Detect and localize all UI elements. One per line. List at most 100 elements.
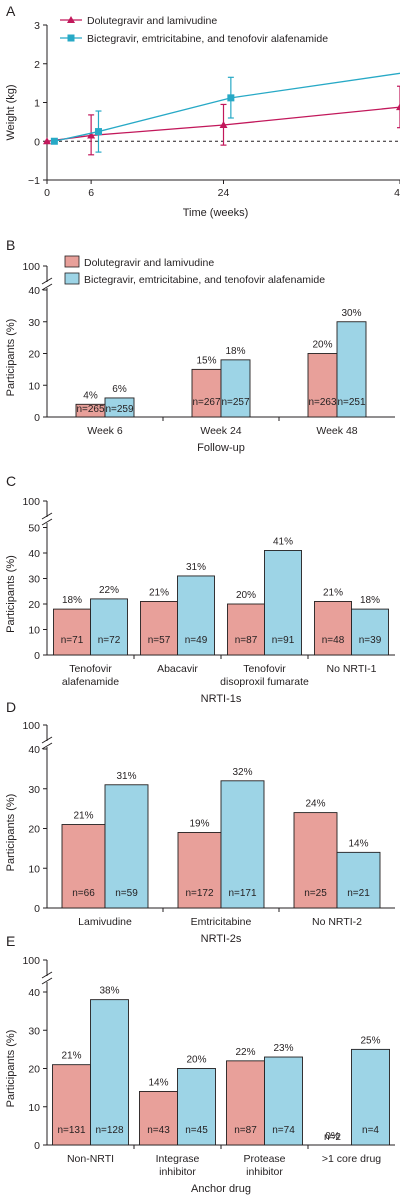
bar-e-s2 [177,1068,216,1146]
bar-d-s1 [293,812,338,909]
legend-label-bic-b: Bictegravir, emtricitabine, and tenofovi… [84,274,325,286]
bar-c-s1 [314,601,352,656]
data-label-d: 24% [305,799,325,810]
n-label-e: n=74 [272,1125,295,1136]
axis-break-d [41,736,53,744]
data-label-e: 23% [273,1043,293,1054]
y-tick-label-b: 0 [34,412,40,424]
x-axis-label-e: Anchor drug [191,1183,251,1195]
category-label-b: Week 24 [200,425,241,437]
bar-b-s2 [220,359,251,418]
y-tick-label-b: 40 [28,285,40,297]
y-tick-label-c: 20 [28,599,40,611]
y-tick-label-a: 2 [34,59,40,71]
y-tick-label-d: 100 [22,720,40,732]
n-label-b: n=265 [76,404,105,415]
data-label-d: 19% [189,818,209,829]
data-label-b: 18% [225,346,245,357]
bar-e-s1 [139,1090,178,1146]
bar-c-s2 [351,608,389,656]
y-tick-label-a: 3 [34,20,40,32]
bar-b-s2 [336,321,367,418]
data-point-a-triangle [219,120,228,128]
data-point-a-square [50,137,58,145]
panel-label-c: C [6,473,16,489]
legend-label-bic: Bictegravir, emtricitabine, and tenofovi… [87,33,328,45]
y-tick-label-b: 10 [28,380,40,392]
y-tick-label-e: 30 [28,1025,40,1037]
n-label-c: n=48 [322,635,345,646]
x-axis-label-d: NRTI-2s [201,933,242,945]
bar-c-s1 [53,608,91,656]
x-tick-label-a: 6 [88,187,94,199]
data-label-c: 41% [273,536,293,547]
panel-label-d: D [6,699,16,715]
y-axis-label-d: Participants (%) [5,794,17,872]
y-tick-label-d: 10 [28,863,40,875]
n-label-e: n=4 [362,1125,379,1136]
bar-e-s2 [90,999,129,1146]
n-label-b: n=259 [105,404,134,415]
y-tick-label-a: −1 [28,175,40,187]
data-label-c: 31% [186,562,206,573]
category-label-d: No NRTI-2 [312,916,362,928]
data-label-b: 20% [312,340,332,351]
bar-c-s1 [227,603,265,656]
category-label-e: inhibitor [159,1166,196,1178]
panel-label-b: B [6,237,15,253]
data-label-b: 15% [196,355,216,366]
n-label-b: n=251 [337,397,366,408]
category-label-c: No NRTI-1 [327,663,377,675]
n-label-d: n=172 [185,888,214,899]
x-tick-label-a: 24 [218,187,230,199]
category-label-e: Non-NRTI [67,1153,114,1165]
bar-d-s2 [336,851,381,909]
y-tick-label-a: 1 [34,98,40,110]
n-label-c: n=71 [61,635,84,646]
bar-b-s2 [104,397,135,418]
n-label-c: n=87 [235,635,258,646]
data-label-b: 6% [112,384,127,395]
n-label-d: n=21 [347,888,370,899]
data-label-e: 14% [148,1077,168,1088]
y-tick-label-e: 40 [28,987,40,999]
y-tick-label-e: 20 [28,1064,40,1076]
category-label-c: Abacavir [157,663,198,675]
bar-b-s1 [307,353,338,418]
y-tick-label-c: 50 [28,523,40,535]
axis-break-e [41,977,53,985]
bar-e-s1 [226,1060,265,1146]
n-label-b: n=257 [221,397,250,408]
panel-label-e: E [6,933,15,949]
data-label-c: 18% [62,595,82,606]
y-tick-label-d: 30 [28,784,40,796]
bar-c-s2 [90,598,128,656]
axis-break-b [41,277,53,285]
n-label-e: n=131 [57,1125,86,1136]
y-tick-label-b: 20 [28,349,40,361]
data-label-c: 21% [149,587,169,598]
y-tick-label-a: 0 [34,136,40,148]
category-label-c: Tenofovir [69,663,112,675]
data-label-b: 30% [341,308,361,319]
y-axis-label-b: Participants (%) [5,319,17,397]
category-label-b: Week 48 [316,425,357,437]
data-label-d: 31% [116,771,136,782]
category-label-e: Protease [243,1153,285,1165]
category-label-c: disoproxil fumarate [220,676,309,688]
y-axis-label-a: Weight (kg) [5,84,17,140]
x-tick-label-a: 48 [394,187,400,199]
x-axis-label-b: Follow-up [197,442,245,454]
category-label-e: Integrase [156,1153,200,1165]
n-label-d: n=171 [228,888,257,899]
legend-marker-bic [67,34,75,42]
n-label-b: n=263 [308,397,337,408]
n-label-e: n=43 [147,1125,170,1136]
y-tick-label-d: 40 [28,744,40,756]
y-axis-label-e: Participants (%) [5,1030,17,1108]
y-axis-label-c: Participants (%) [5,555,17,633]
data-label-e: 21% [61,1051,81,1062]
n-label-d: n=25 [304,888,327,899]
category-label-d: Emtricitabine [191,916,252,928]
